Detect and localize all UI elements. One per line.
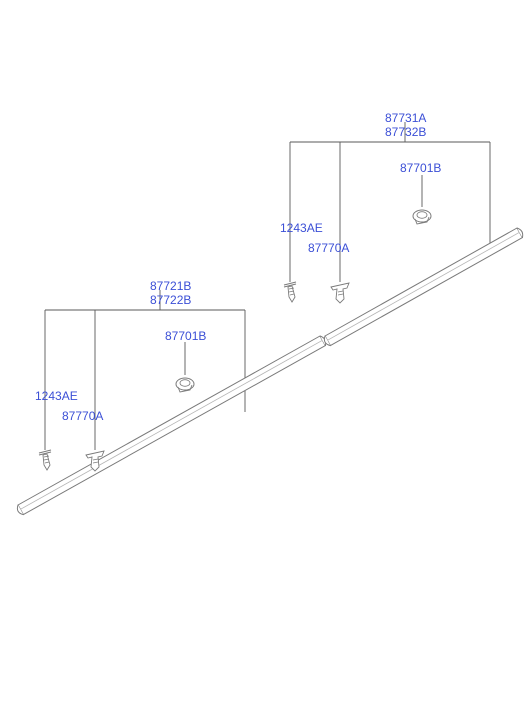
small-parts [39, 210, 431, 471]
label-rear_screw: 1243AE [280, 221, 323, 235]
label-front_top2: 87722B [150, 293, 191, 307]
rear-fastener-icon [413, 210, 431, 224]
front-door-moulding-ridge [20, 340, 322, 509]
label-front_clip: 87770A [62, 409, 103, 423]
rear-clip-icon [331, 283, 349, 303]
label-front_top1: 87721B [150, 279, 191, 293]
part-labels: 87721B87722B 87701B 1243AE 87770A 87731A8773… [35, 111, 441, 423]
parts-diagram: 87721B87722B 87701B 1243AE 87770A 87731A8773… [0, 0, 532, 727]
label-front_screw: 1243AE [35, 389, 78, 403]
label-rear_top1: 87731A [385, 111, 426, 125]
label-rear_top2: 87732B [385, 125, 426, 139]
front-fastener-icon [176, 378, 194, 392]
label-rear_mid: 87701B [400, 161, 441, 175]
label-front_mid: 87701B [165, 329, 206, 343]
rear-door-moulding [325, 228, 522, 346]
front-screw-icon [39, 450, 51, 470]
front-door-moulding [18, 336, 325, 515]
label-rear_clip: 87770A [308, 241, 349, 255]
rear-door-moulding-ridge [327, 232, 519, 340]
rear-screw-icon [284, 282, 296, 302]
mouldings [17, 228, 522, 515]
